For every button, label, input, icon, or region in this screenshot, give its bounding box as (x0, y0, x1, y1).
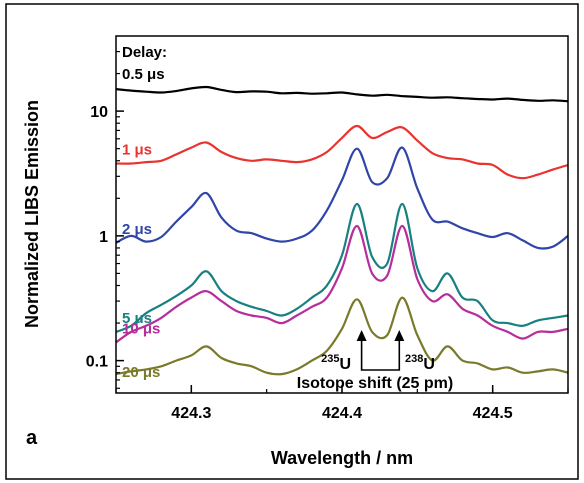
u238-element: U (423, 356, 435, 373)
series-line (115, 85, 569, 103)
isotope-shift-bracket (360, 336, 401, 371)
series-label: 10 μs (122, 320, 160, 337)
u235-mass: 235 (321, 353, 339, 365)
y-ticks: 0.1 1 10 (86, 50, 124, 389)
u238-label: 238U (405, 353, 435, 373)
u235-label: 235U (321, 353, 351, 373)
series-label: 1 μs (122, 142, 152, 159)
y-tick-label: 0.1 (86, 354, 108, 371)
x-ticks: 424.3 424.4 424.5 (115, 385, 569, 422)
series-label: 5 μs (122, 310, 152, 327)
u238-arrow-head (394, 330, 405, 341)
u238-mass: 238 (405, 353, 423, 365)
series-line (115, 124, 569, 180)
u235-element: U (339, 356, 351, 373)
series-label: 20 μs (122, 364, 160, 381)
series-label: 2 μs (122, 221, 152, 238)
isotope-annotation: 235U 238U Isotope shift (25 pm) (297, 330, 453, 392)
panel-label: a (26, 427, 38, 449)
y-tick-label: 1 (99, 229, 108, 246)
series-layer (115, 85, 569, 376)
x-tick-label: 424.3 (171, 405, 211, 422)
figure-frame (5, 3, 579, 480)
x-tick-label: 424.5 (473, 405, 513, 422)
series-label: 0.5 μs (122, 66, 165, 83)
series-line (115, 146, 569, 250)
x-axis-label: Wavelength / nm (271, 448, 413, 468)
series-line (115, 202, 569, 333)
y-axis-label: Normalized LIBS Emission (22, 100, 42, 328)
x-tick-label: 424.4 (322, 405, 362, 422)
u235-arrow-head (356, 330, 367, 341)
series-line (115, 224, 569, 344)
legend-title: Delay: (122, 44, 167, 61)
series-line (115, 296, 569, 376)
isotope-shift-label: Isotope shift (25 pm) (297, 375, 453, 392)
y-tick-label: 10 (90, 104, 108, 121)
